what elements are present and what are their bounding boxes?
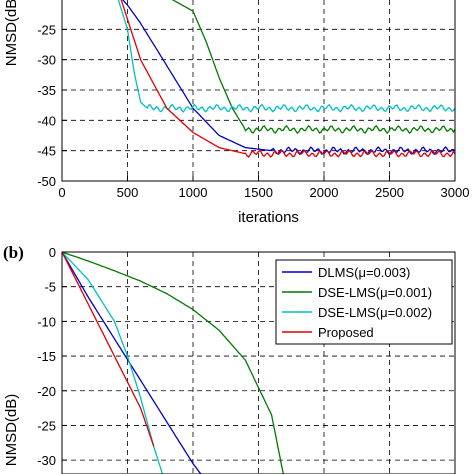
series-line-proposed	[62, 252, 155, 447]
y-tick-label: -10	[37, 314, 56, 329]
y-tick-label: -15	[37, 349, 56, 364]
chart-panel-b: 0 -5 -10 -15 -20 -25 -30 NMSD(dB) (b) DLMS(μ=0.00…	[3, 243, 456, 474]
y-tick-label: -20	[37, 384, 56, 399]
x-tick-label: 3000	[441, 185, 470, 200]
y-tick-label: -45	[37, 144, 56, 159]
x-axis-label: iterations	[238, 209, 299, 226]
x-tick-label: 1500	[244, 185, 273, 200]
y-tick-label: -35	[37, 83, 56, 98]
y-tick-label: -5	[44, 280, 56, 295]
x-tick-label: 500	[117, 185, 139, 200]
y-tick-label: -30	[37, 53, 56, 68]
series-line-dse-lms-0-001	[171, 0, 455, 135]
series-line-proposed	[120, 0, 455, 158]
series-line-dse-lms-0-001	[62, 252, 285, 474]
legend: DLMS(μ=0.003) DSE-LMS(μ=0.001) DSE-LMS(μ=0…	[275, 259, 453, 345]
legend-entry: Proposed	[318, 325, 374, 340]
series-group	[62, 252, 285, 474]
legend-entry: DSE-LMS(μ=0.002)	[318, 305, 432, 320]
series-line-dse-lms-0-002	[62, 252, 164, 474]
series-group	[117, 0, 455, 158]
y-tick-label: -30	[37, 453, 56, 468]
panel-label: (b)	[3, 243, 24, 262]
y-tick-label: -25	[37, 418, 56, 433]
y-tick-label: -50	[37, 174, 56, 189]
y-axis-label: NMSD(dB)	[3, 0, 20, 66]
y-axis-label: NMSD(dB)	[3, 394, 20, 467]
x-tick-label: 2500	[375, 185, 404, 200]
plot-frame	[61, 251, 456, 474]
legend-entry: DLMS(μ=0.003)	[318, 265, 410, 280]
chart-panel-a: 0 500 1000 1500 2000 2500 3000 -25 -30 -35 -40 -45 -…	[3, 0, 469, 226]
legend-box	[275, 259, 453, 345]
y-tick-label: -25	[37, 22, 56, 37]
legend-entry: DSE-LMS(μ=0.001)	[318, 285, 432, 300]
series-line-dlms-0-003	[62, 252, 202, 474]
x-tick-label: 2000	[310, 185, 339, 200]
x-tick-label: 0	[58, 185, 65, 200]
y-tick-label: -40	[37, 113, 56, 128]
series-line-dlms-0-003	[122, 0, 455, 156]
x-tick-label: 1000	[179, 185, 208, 200]
series-line-dse-lms-0-002	[117, 0, 455, 113]
y-tick-label: 0	[49, 245, 56, 260]
